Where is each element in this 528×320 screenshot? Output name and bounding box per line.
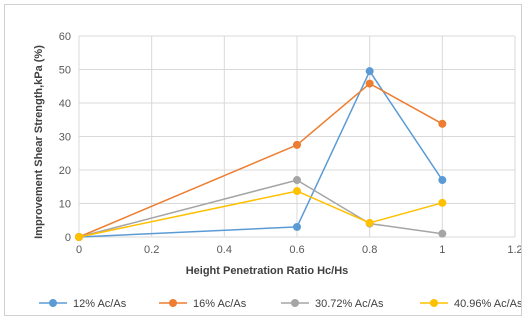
series-line: [78, 190, 443, 238]
x-axis-title: Height Penetration Ratio Hc/Hs: [186, 265, 349, 277]
x-tick-label: 1: [439, 244, 445, 256]
y-tick-label: 0: [65, 232, 71, 244]
data-point: [365, 67, 374, 76]
data-point: [75, 233, 83, 241]
legend-label: 16% Ac/As: [193, 298, 247, 310]
series-line: [78, 82, 443, 238]
line-chart: 0 10 20 30 40 50 60 0 0.2 0.4 0.6 0.8 1 1.2 Improveme…: [33, 31, 523, 310]
x-tick-label: 0.8: [362, 244, 377, 256]
legend-swatch-marker: [291, 299, 299, 307]
series-group: [75, 187, 447, 241]
data-point: [438, 229, 447, 238]
y-tick-label: 40: [59, 98, 71, 110]
y-axis-title: Improvement Shear Strength,kPa (%): [33, 45, 45, 239]
data-point: [365, 79, 374, 88]
x-tick-label: 1.2: [507, 244, 521, 256]
legend-label: 30.72% Ac/As: [315, 298, 384, 310]
data-point: [438, 198, 447, 207]
data-point: [293, 140, 301, 149]
data-point: [438, 119, 447, 128]
data-point: [293, 187, 301, 196]
x-tick-label: 0.4: [217, 244, 232, 256]
data-point: [438, 176, 447, 185]
y-tick-label: 20: [59, 165, 71, 177]
legend-swatch-marker: [169, 299, 177, 307]
chart-frame: 0 10 20 30 40 50 60 0 0.2 0.4 0.6 0.8 1 1.2 Improveme…: [4, 4, 523, 316]
y-tick-label: 50: [59, 65, 71, 77]
data-point: [293, 176, 301, 185]
series-line: [78, 179, 443, 238]
data-point: [365, 218, 374, 227]
y-tick-label: 60: [59, 31, 71, 43]
y-tick-label: 10: [59, 199, 71, 211]
x-tick-label: 0.6: [289, 244, 304, 256]
legend-label: 40.96% Ac/As: [454, 298, 521, 310]
grid: [78, 35, 516, 238]
y-tick-label: 30: [59, 132, 71, 144]
series-line: [78, 70, 443, 238]
series-group: [75, 176, 447, 241]
legend-swatch-marker: [430, 299, 438, 307]
x-tick-label: 0.2: [144, 244, 159, 256]
legend-label: 12% Ac/As: [73, 298, 127, 310]
data-point: [293, 222, 301, 231]
legend: 12% Ac/As 16% Ac/As 30.72% Ac/As 40.96% Ac/…: [39, 298, 523, 310]
legend-swatch-marker: [49, 299, 57, 307]
series: [75, 67, 447, 241]
x-tick-label: 0: [76, 244, 82, 256]
ticks: 0 10 20 30 40 50 60 0 0.2 0.4 0.6 0.8 1 1.2: [59, 31, 523, 256]
